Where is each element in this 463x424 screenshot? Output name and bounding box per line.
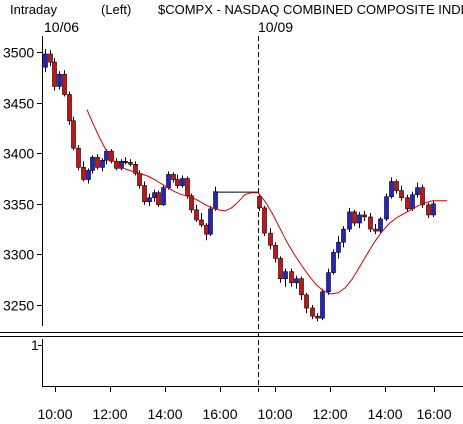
candle-up xyxy=(431,203,436,216)
candle-up xyxy=(326,272,331,293)
candle-down xyxy=(128,162,133,165)
scale-side-label: (Left) xyxy=(101,2,131,17)
candle-down xyxy=(204,224,209,235)
candle-down xyxy=(299,278,304,296)
candle-up xyxy=(341,228,346,243)
candle-up xyxy=(410,194,415,210)
candle-up xyxy=(294,278,299,284)
candle-down xyxy=(289,271,294,284)
candle-down xyxy=(310,307,315,317)
y-tick-label: 3400 xyxy=(3,146,34,162)
candle-down xyxy=(199,219,204,226)
candle-up xyxy=(213,191,218,210)
candle-down xyxy=(95,156,100,168)
candle-up xyxy=(331,252,336,273)
period-label: Intraday xyxy=(10,2,57,17)
candle-down xyxy=(76,147,81,168)
candle-up xyxy=(43,53,48,68)
candle-down xyxy=(352,211,357,224)
candle-down xyxy=(137,173,142,186)
x-tick-label: 14:00 xyxy=(147,406,182,422)
candle-down xyxy=(185,178,190,197)
candle-down xyxy=(268,232,273,246)
candle-down xyxy=(426,204,431,216)
y-tick-label: 3300 xyxy=(3,247,34,263)
moving-average-series xyxy=(86,109,447,295)
candle-down xyxy=(175,179,180,186)
candle-down xyxy=(142,185,147,203)
symbol-title: $COMPX - NASDAQ COMBINED COMPOSITE INDEX xyxy=(158,2,463,17)
candle-up xyxy=(336,241,341,253)
y-tick-label: 3250 xyxy=(3,298,34,314)
candlestick-series xyxy=(43,48,436,322)
candle-up xyxy=(384,196,389,220)
candle-up xyxy=(357,214,362,224)
candle-down xyxy=(109,150,114,162)
x-tick-label: 12:00 xyxy=(312,406,347,422)
candle-down xyxy=(123,160,128,164)
candle-down xyxy=(368,216,373,230)
y-tick-label: 3450 xyxy=(3,96,34,112)
candle-up xyxy=(283,271,288,279)
moving-average-day1 xyxy=(86,109,258,212)
candle-down xyxy=(315,315,320,319)
session-date-1: 10/06 xyxy=(44,19,79,35)
candle-up xyxy=(100,159,105,168)
x-tick-label: 10:00 xyxy=(257,406,292,422)
x-tick-label: 16:00 xyxy=(416,406,451,422)
candle-down xyxy=(278,258,283,279)
candle-down xyxy=(52,61,57,87)
candle-up xyxy=(147,197,152,203)
candle-up xyxy=(415,187,420,195)
candle-up xyxy=(347,211,352,230)
candle-up xyxy=(180,178,185,186)
candle-down xyxy=(48,53,53,63)
candle-down xyxy=(81,167,86,180)
candle-down xyxy=(262,207,267,234)
candle-down xyxy=(257,196,262,209)
candle-down xyxy=(71,120,76,149)
candle-down xyxy=(171,174,176,180)
candle-down xyxy=(394,181,399,191)
candle-down xyxy=(62,73,67,95)
y-tick-label: 3500 xyxy=(3,45,34,61)
x-tick-label: 16:00 xyxy=(202,406,237,422)
candle-down xyxy=(156,192,161,206)
candle-up xyxy=(320,291,325,319)
candle-down xyxy=(399,190,404,199)
candle-up xyxy=(152,192,157,199)
session-date-2: 10/09 xyxy=(258,19,293,35)
candle-down xyxy=(273,244,278,259)
candle-up xyxy=(166,174,171,188)
time-axis: 10:00 12:00 14:00 16:00 10:00 12:00 14:00 16:00 xyxy=(37,386,452,422)
candle-up xyxy=(57,73,62,87)
y-tick-label: 3350 xyxy=(3,197,34,213)
candle-down xyxy=(67,94,72,122)
candle-up xyxy=(119,160,124,169)
candle-down xyxy=(362,214,367,218)
candle-down xyxy=(194,209,199,221)
candle-up xyxy=(161,187,166,206)
candle-up xyxy=(208,208,213,235)
candle-down xyxy=(189,195,194,211)
x-tick-label: 12:00 xyxy=(92,406,127,422)
candle-down xyxy=(420,187,425,206)
candle-down xyxy=(405,197,410,210)
candle-down xyxy=(133,164,138,174)
candle-up xyxy=(90,156,95,171)
x-tick-label: 14:00 xyxy=(367,406,402,422)
candle-down xyxy=(304,294,309,309)
candle-up xyxy=(378,218,383,232)
candle-down xyxy=(373,228,378,232)
price-axis: 3500 3450 3400 3350 3300 3250 xyxy=(3,45,42,314)
moving-average-day2 xyxy=(257,192,447,295)
lower-panel-label: 1 xyxy=(31,337,39,353)
x-tick-label: 10:00 xyxy=(37,406,72,422)
candle-up xyxy=(86,170,91,180)
candle-up xyxy=(389,181,394,198)
